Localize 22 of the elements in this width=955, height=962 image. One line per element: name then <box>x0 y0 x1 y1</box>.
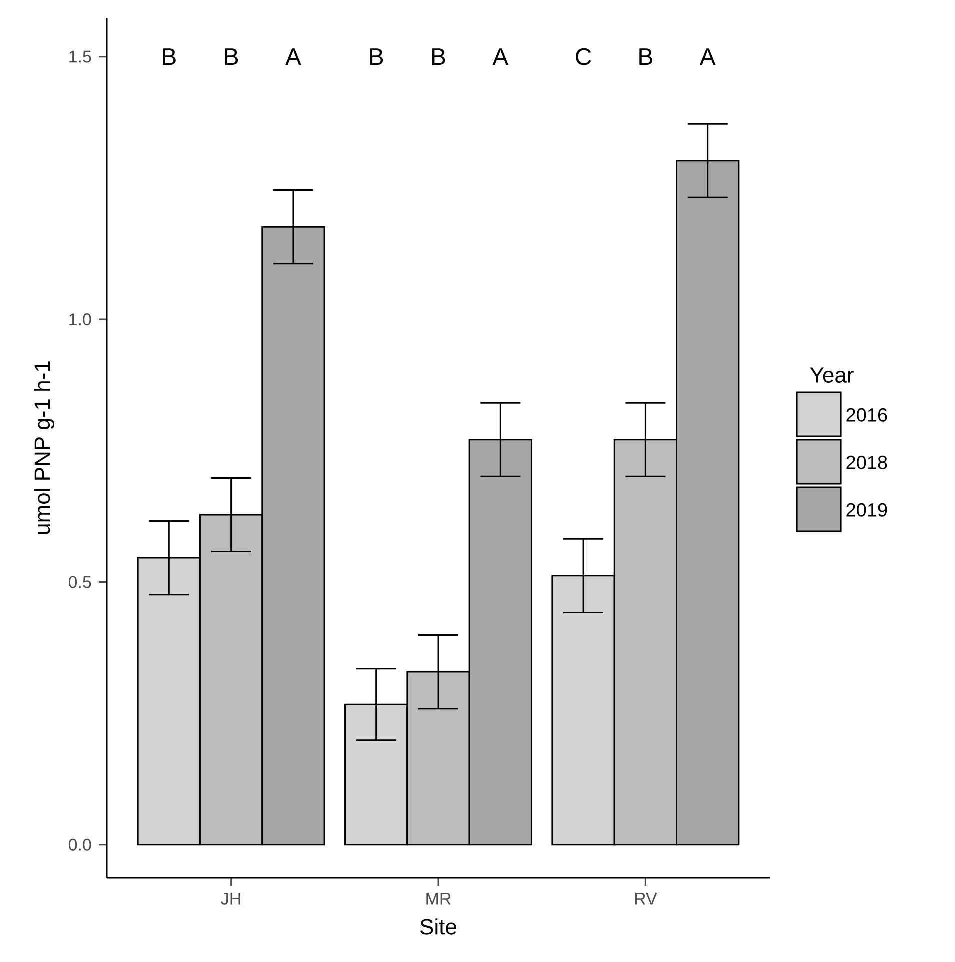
x-tick-label: JH <box>221 893 240 905</box>
annotation: B <box>640 48 652 66</box>
x-axis-title: Site <box>420 918 456 935</box>
annotation: B <box>370 48 384 66</box>
y-axis-title: umol PNP g-1 h-1 <box>34 362 55 534</box>
y-tick-label: 0.0 <box>68 838 92 851</box>
x-tick-label: MR <box>426 893 451 905</box>
y-tick-label: 1.5 <box>70 50 92 63</box>
annotation: A <box>492 48 509 66</box>
annotation: A <box>286 48 302 66</box>
annotation: C <box>576 48 592 66</box>
annotation: B <box>225 48 238 66</box>
legend-label: 2018 <box>846 456 888 470</box>
legend-title: Year <box>810 368 854 384</box>
legend-label: 2016 <box>846 408 888 422</box>
legend-label: 2019 <box>846 503 888 517</box>
x-tick-label: RV <box>635 893 658 905</box>
annotation: B <box>163 48 176 66</box>
annotation: A <box>700 48 716 66</box>
y-tick-label: 1.0 <box>70 314 92 326</box>
annotation: B <box>432 48 446 66</box>
y-tick-label: 0.5 <box>68 576 92 588</box>
